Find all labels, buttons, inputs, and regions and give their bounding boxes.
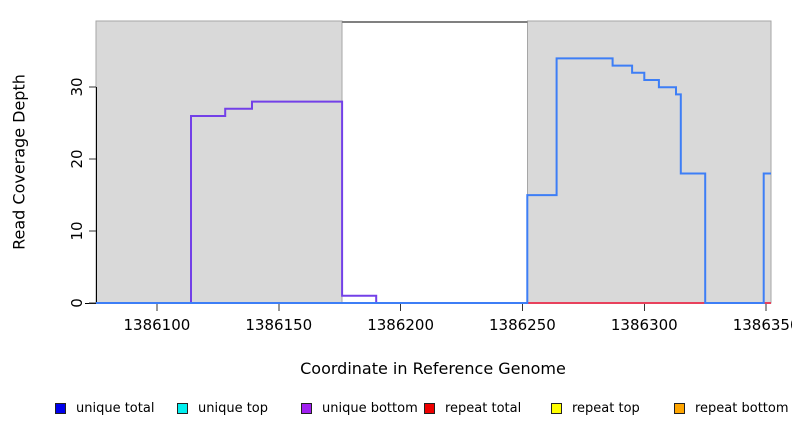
legend-swatch-repeat-total xyxy=(424,403,435,414)
y-axis-title: Read Coverage Depth xyxy=(9,74,29,250)
legend-item-repeat-bottom: repeat bottom xyxy=(674,401,789,416)
y-tick-label: 10 xyxy=(68,221,86,241)
legend-label: unique bottom xyxy=(322,401,418,416)
legend-item-repeat-top: repeat top xyxy=(551,401,640,416)
x-tick-label: 1386150 xyxy=(245,316,313,334)
legend-swatch-unique-top xyxy=(177,403,188,414)
x-tick-label: 1386250 xyxy=(488,316,556,334)
y-tick-label: 30 xyxy=(68,77,86,97)
legend-swatch-repeat-top xyxy=(551,403,562,414)
legend-label: unique total xyxy=(76,401,155,416)
legend-item-repeat-total: repeat total xyxy=(424,401,521,416)
legend-swatch-unique-total xyxy=(55,403,66,414)
legend-item-unique-top: unique top xyxy=(177,401,268,416)
x-axis-title: Coordinate in Reference Genome xyxy=(300,359,566,378)
shaded-region xyxy=(95,20,343,304)
legend-label: repeat total xyxy=(445,401,522,416)
legend-label: repeat bottom xyxy=(695,401,789,416)
x-tick-label: 1386200 xyxy=(367,316,434,334)
series-unique-total xyxy=(96,57,771,304)
legend-label: unique top xyxy=(198,401,269,416)
x-tick-label: 1386300 xyxy=(610,316,678,334)
legend-label: repeat top xyxy=(572,401,640,416)
legend-swatch-unique-bottom xyxy=(301,403,312,414)
x-tick-label: 1386100 xyxy=(123,316,191,334)
legend-item-unique-bottom: unique bottom xyxy=(301,401,418,416)
y-tick-label: 0 xyxy=(68,298,86,308)
shaded-region xyxy=(526,20,772,304)
y-tick-label: 20 xyxy=(68,149,86,169)
legend-item-unique-total: unique total xyxy=(55,401,154,416)
series-unique-bottom xyxy=(96,100,528,304)
legend-swatch-repeat-bottom xyxy=(674,403,685,414)
